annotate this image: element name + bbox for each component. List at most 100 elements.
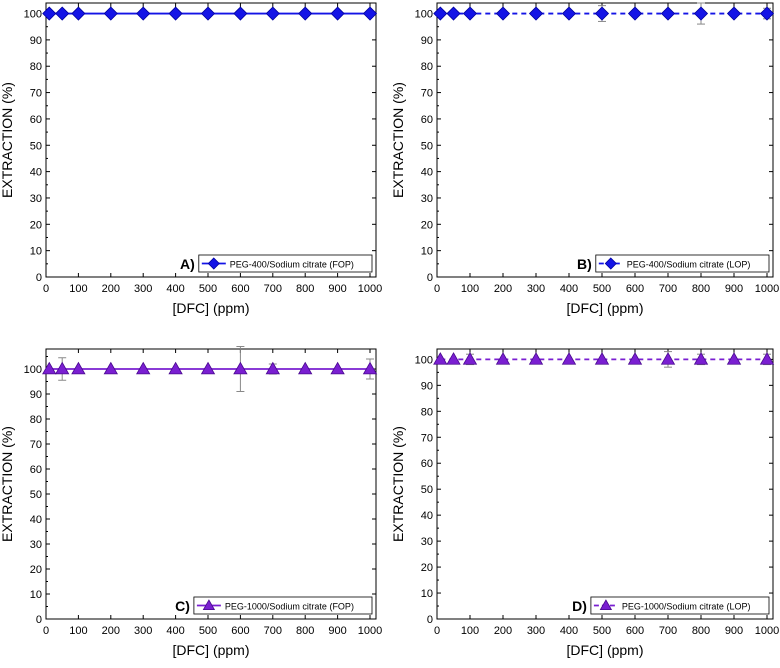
x-tick-label: 500 — [593, 283, 611, 295]
y-tick-label: 30 — [421, 536, 433, 548]
plot-frame — [45, 348, 377, 620]
x-tick-label: 900 — [328, 283, 346, 295]
data-point — [103, 6, 118, 21]
data-point — [200, 361, 216, 375]
x-tick-label: 700 — [659, 625, 677, 637]
plot-frame — [436, 2, 774, 278]
data-point — [136, 361, 151, 375]
data-point — [433, 6, 448, 21]
y-tick-label: 0 — [427, 614, 433, 626]
x-axis-label: [DFC] (ppm) — [567, 642, 644, 658]
data-point — [71, 6, 86, 21]
y-tick-label: 20 — [30, 219, 42, 231]
x-axis-label: [DFC] (ppm) — [173, 642, 250, 658]
x-tick-label: 100 — [461, 283, 479, 295]
x-tick-label: 700 — [659, 283, 677, 295]
data-point — [136, 6, 151, 21]
y-tick-label: 10 — [421, 588, 433, 600]
data-point — [660, 6, 676, 21]
data-point — [495, 6, 511, 21]
x-tick-label: 400 — [166, 625, 184, 637]
y-tick-label: 10 — [30, 589, 42, 601]
y-tick-label: 50 — [421, 140, 433, 152]
x-tick-label: 500 — [199, 625, 217, 637]
x-tick-label: 200 — [494, 283, 512, 295]
plot-frame — [436, 348, 774, 620]
y-tick-label: 10 — [421, 246, 433, 258]
data-point — [55, 6, 70, 21]
x-tick-label: 0 — [434, 283, 440, 295]
y-tick-label: 20 — [421, 219, 433, 231]
y-tick-label: 90 — [421, 380, 433, 392]
y-tick-label: 50 — [421, 484, 433, 496]
y-tick-label: 40 — [30, 514, 42, 526]
y-tick-label: 40 — [421, 510, 433, 522]
data-point — [561, 352, 577, 365]
data-point — [330, 6, 345, 21]
data-point — [433, 352, 448, 365]
x-tick-label: 800 — [692, 625, 710, 637]
y-tick-label: 100 — [24, 9, 42, 21]
legend-box — [595, 254, 770, 273]
y-tick-label: 30 — [30, 539, 42, 551]
data-point — [42, 361, 57, 375]
panel-label: D) — [572, 598, 587, 614]
x-tick-label: 1000 — [755, 625, 779, 637]
legend-label: PEG-400/Sodium citrate (LOP) — [627, 260, 751, 270]
x-tick-label: 400 — [560, 283, 578, 295]
y-tick-label: 60 — [30, 114, 42, 126]
y-tick-label: 20 — [30, 564, 42, 576]
legend-marker — [202, 599, 216, 611]
y-tick-label: 40 — [30, 167, 42, 179]
panel-label: C) — [175, 598, 190, 614]
legend-label: PEG-1000/Sodium citrate (FOP) — [225, 602, 354, 612]
x-tick-label: 800 — [296, 625, 314, 637]
data-point — [594, 6, 610, 21]
x-tick-label: 100 — [69, 625, 87, 637]
panel-label: B) — [577, 256, 592, 272]
y-tick-label: 60 — [421, 114, 433, 126]
data-point — [726, 352, 742, 365]
x-tick-label: 600 — [626, 625, 644, 637]
legend-box — [198, 254, 373, 273]
x-tick-label: 700 — [264, 283, 282, 295]
x-tick-label: 700 — [264, 625, 282, 637]
legend-marker — [599, 599, 613, 611]
x-tick-label: 600 — [231, 283, 249, 295]
y-tick-label: 40 — [421, 167, 433, 179]
y-tick-label: 70 — [421, 432, 433, 444]
data-point — [103, 361, 118, 375]
x-tick-label: 0 — [43, 625, 49, 637]
x-tick-label: 900 — [328, 625, 346, 637]
y-tick-label: 80 — [421, 61, 433, 73]
legend-marker — [207, 257, 220, 270]
data-point — [446, 352, 461, 365]
data-point — [298, 6, 313, 21]
x-tick-label: 400 — [166, 283, 184, 295]
x-tick-label: 500 — [199, 283, 217, 295]
x-tick-label: 800 — [692, 283, 710, 295]
x-tick-label: 300 — [527, 625, 545, 637]
y-tick-label: 60 — [421, 458, 433, 470]
x-axis-label: [DFC] (ppm) — [567, 300, 644, 316]
y-tick-label: 70 — [30, 439, 42, 451]
data-point — [42, 6, 57, 21]
data-point — [200, 6, 216, 21]
y-tick-label: 70 — [30, 88, 42, 100]
y-tick-label: 60 — [30, 464, 42, 476]
x-tick-label: 200 — [102, 283, 120, 295]
x-axis-label: [DFC] (ppm) — [173, 300, 250, 316]
x-tick-label: 300 — [527, 283, 545, 295]
y-tick-label: 90 — [421, 35, 433, 47]
data-point — [462, 352, 478, 365]
x-tick-label: 100 — [69, 283, 87, 295]
data-point — [362, 6, 378, 21]
legend-box — [193, 596, 373, 615]
data-point — [298, 361, 313, 375]
y-tick-label: 80 — [30, 61, 42, 73]
data-point — [726, 6, 742, 21]
